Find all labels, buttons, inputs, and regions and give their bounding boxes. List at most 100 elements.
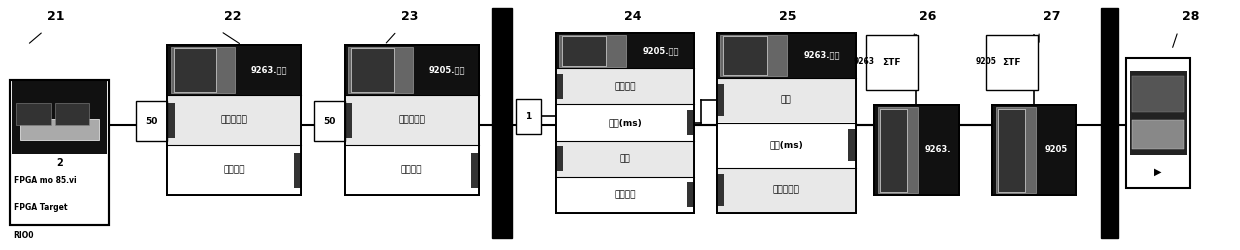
Text: 24: 24 bbox=[624, 10, 641, 23]
Text: 1: 1 bbox=[525, 112, 532, 121]
Bar bbox=[559, 34, 626, 66]
Text: 9205: 9205 bbox=[1044, 146, 1068, 154]
Text: 21: 21 bbox=[47, 10, 64, 23]
Text: 9205.读取: 9205.读取 bbox=[642, 46, 680, 55]
Bar bbox=[10, 80, 109, 225]
Bar bbox=[996, 107, 1037, 193]
Text: 超时(ms): 超时(ms) bbox=[769, 140, 804, 149]
Text: 2: 2 bbox=[56, 158, 63, 168]
Text: FPGA Target: FPGA Target bbox=[14, 204, 67, 212]
Bar bbox=[717, 78, 856, 122]
Bar bbox=[848, 129, 856, 161]
Bar bbox=[1126, 58, 1190, 188]
Bar bbox=[992, 105, 1076, 195]
Bar bbox=[874, 105, 959, 195]
Bar bbox=[12, 81, 107, 154]
Bar bbox=[345, 45, 479, 95]
Text: 26: 26 bbox=[919, 10, 936, 23]
Bar bbox=[20, 119, 99, 141]
Text: 元素数量: 元素数量 bbox=[614, 82, 636, 91]
Bar bbox=[717, 174, 724, 206]
Bar bbox=[866, 35, 918, 90]
Bar bbox=[556, 176, 694, 212]
Text: FPGA mo 85.vi: FPGA mo 85.vi bbox=[14, 176, 77, 185]
Bar bbox=[345, 45, 479, 195]
Bar bbox=[294, 152, 301, 188]
Text: 实际深度: 实际深度 bbox=[401, 166, 423, 174]
Bar bbox=[717, 84, 724, 116]
Bar bbox=[880, 108, 908, 192]
Bar bbox=[687, 110, 694, 135]
Text: 9263: 9263 bbox=[854, 57, 874, 66]
Bar bbox=[1130, 70, 1187, 155]
Bar bbox=[556, 140, 694, 176]
Bar bbox=[136, 101, 167, 141]
Bar bbox=[556, 146, 563, 171]
Text: RIO0: RIO0 bbox=[14, 231, 35, 240]
Bar bbox=[351, 48, 394, 92]
Bar bbox=[556, 68, 694, 104]
Text: 9263.写入: 9263.写入 bbox=[804, 50, 841, 59]
Bar bbox=[471, 152, 479, 188]
Bar bbox=[874, 105, 959, 195]
Bar bbox=[687, 182, 694, 207]
Bar bbox=[167, 95, 301, 145]
Bar bbox=[492, 8, 512, 237]
Text: 剩余空元素: 剩余空元素 bbox=[773, 186, 800, 194]
Bar bbox=[16, 103, 51, 126]
Bar bbox=[345, 145, 479, 195]
Bar bbox=[720, 34, 787, 76]
Bar bbox=[348, 47, 413, 93]
Bar bbox=[556, 32, 694, 212]
Text: ΣTF: ΣTF bbox=[883, 58, 900, 67]
Text: 数据: 数据 bbox=[620, 154, 630, 163]
Bar bbox=[986, 35, 1038, 90]
Bar bbox=[345, 45, 479, 195]
Bar bbox=[717, 32, 856, 212]
Bar bbox=[556, 32, 694, 68]
Bar bbox=[167, 45, 301, 195]
Bar bbox=[562, 36, 606, 66]
Bar bbox=[167, 145, 301, 195]
Text: 9263.: 9263. bbox=[925, 146, 951, 154]
Text: 剩余元素: 剩余元素 bbox=[614, 190, 636, 199]
Text: 25: 25 bbox=[779, 10, 796, 23]
Text: 28: 28 bbox=[1182, 10, 1199, 23]
Text: 27: 27 bbox=[1043, 10, 1060, 23]
Text: 9263.配置: 9263.配置 bbox=[250, 66, 288, 74]
Bar bbox=[717, 32, 856, 212]
Bar bbox=[556, 32, 694, 212]
Bar bbox=[345, 95, 479, 145]
Bar bbox=[1101, 8, 1118, 237]
Bar bbox=[992, 105, 1076, 195]
Text: 50: 50 bbox=[146, 117, 157, 126]
Bar bbox=[717, 168, 856, 212]
Text: 实际深度: 实际深度 bbox=[223, 166, 246, 174]
Bar bbox=[992, 105, 1076, 195]
Text: 9205: 9205 bbox=[976, 57, 996, 66]
Text: 请求的深度: 请求的深度 bbox=[398, 116, 425, 124]
Bar bbox=[167, 102, 175, 138]
Bar bbox=[998, 108, 1025, 192]
Bar bbox=[1132, 120, 1184, 148]
Bar bbox=[556, 74, 563, 99]
Text: 22: 22 bbox=[224, 10, 242, 23]
Bar bbox=[171, 47, 236, 93]
Text: 请求的深度: 请求的深度 bbox=[221, 116, 248, 124]
Text: 50: 50 bbox=[324, 117, 335, 126]
Bar bbox=[723, 36, 768, 74]
Bar bbox=[878, 107, 919, 193]
Text: ΣTF: ΣTF bbox=[1003, 58, 1021, 67]
Text: 超时(ms): 超时(ms) bbox=[608, 118, 642, 127]
Bar bbox=[556, 104, 694, 141]
Bar bbox=[167, 45, 301, 95]
Bar bbox=[516, 99, 541, 134]
Bar bbox=[717, 122, 856, 168]
Bar bbox=[167, 45, 301, 195]
Bar bbox=[314, 101, 345, 141]
Text: 23: 23 bbox=[401, 10, 418, 23]
Bar bbox=[345, 102, 352, 138]
Bar bbox=[874, 105, 959, 195]
Bar bbox=[10, 80, 109, 225]
Text: 9205.配置: 9205.配置 bbox=[428, 66, 465, 74]
